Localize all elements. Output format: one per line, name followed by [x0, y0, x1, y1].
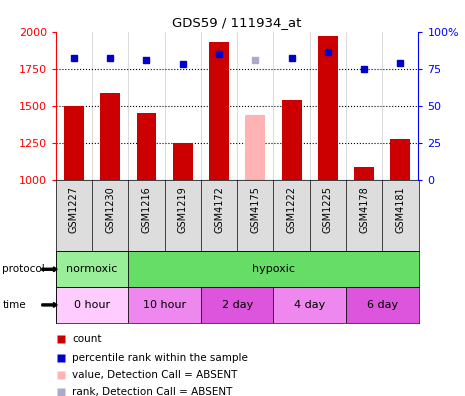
Text: GSM1225: GSM1225	[323, 186, 333, 233]
Text: 6 day: 6 day	[367, 300, 398, 310]
Text: GSM4178: GSM4178	[359, 186, 369, 232]
Text: GSM4172: GSM4172	[214, 186, 224, 233]
Text: GSM1222: GSM1222	[286, 186, 297, 233]
Bar	[64, 106, 84, 180]
Bar	[273, 287, 346, 323]
Text: protocol: protocol	[2, 264, 45, 274]
Text: 2 day: 2 day	[221, 300, 253, 310]
Bar	[246, 115, 265, 180]
Text: hypoxic: hypoxic	[252, 264, 295, 274]
Text: GSM4181: GSM4181	[395, 186, 405, 232]
Text: 4 day: 4 day	[294, 300, 326, 310]
Bar	[282, 100, 301, 180]
Text: GSM4175: GSM4175	[250, 186, 260, 233]
Text: GSM1216: GSM1216	[141, 186, 152, 232]
Bar	[346, 287, 418, 323]
Bar	[318, 36, 338, 180]
Bar	[128, 251, 418, 287]
Title: GDS59 / 111934_at: GDS59 / 111934_at	[173, 16, 302, 29]
Text: GSM1227: GSM1227	[69, 186, 79, 233]
Bar	[56, 251, 128, 287]
Bar	[354, 167, 374, 180]
Text: value, Detection Call = ABSENT: value, Detection Call = ABSENT	[72, 371, 238, 381]
Bar	[173, 143, 193, 180]
Text: time: time	[2, 300, 26, 310]
Text: percentile rank within the sample: percentile rank within the sample	[72, 353, 248, 363]
Bar	[209, 42, 229, 180]
Bar	[391, 139, 410, 180]
Bar	[137, 113, 156, 180]
Text: 10 hour: 10 hour	[143, 300, 186, 310]
Bar	[56, 287, 128, 323]
Bar	[128, 287, 201, 323]
Bar	[201, 287, 273, 323]
Text: rank, Detection Call = ABSENT: rank, Detection Call = ABSENT	[72, 387, 232, 396]
Bar	[100, 93, 120, 180]
Text: 0 hour: 0 hour	[74, 300, 110, 310]
Text: GSM1230: GSM1230	[105, 186, 115, 232]
Text: count: count	[72, 334, 102, 344]
Text: normoxic: normoxic	[66, 264, 118, 274]
Text: GSM1219: GSM1219	[178, 186, 188, 232]
